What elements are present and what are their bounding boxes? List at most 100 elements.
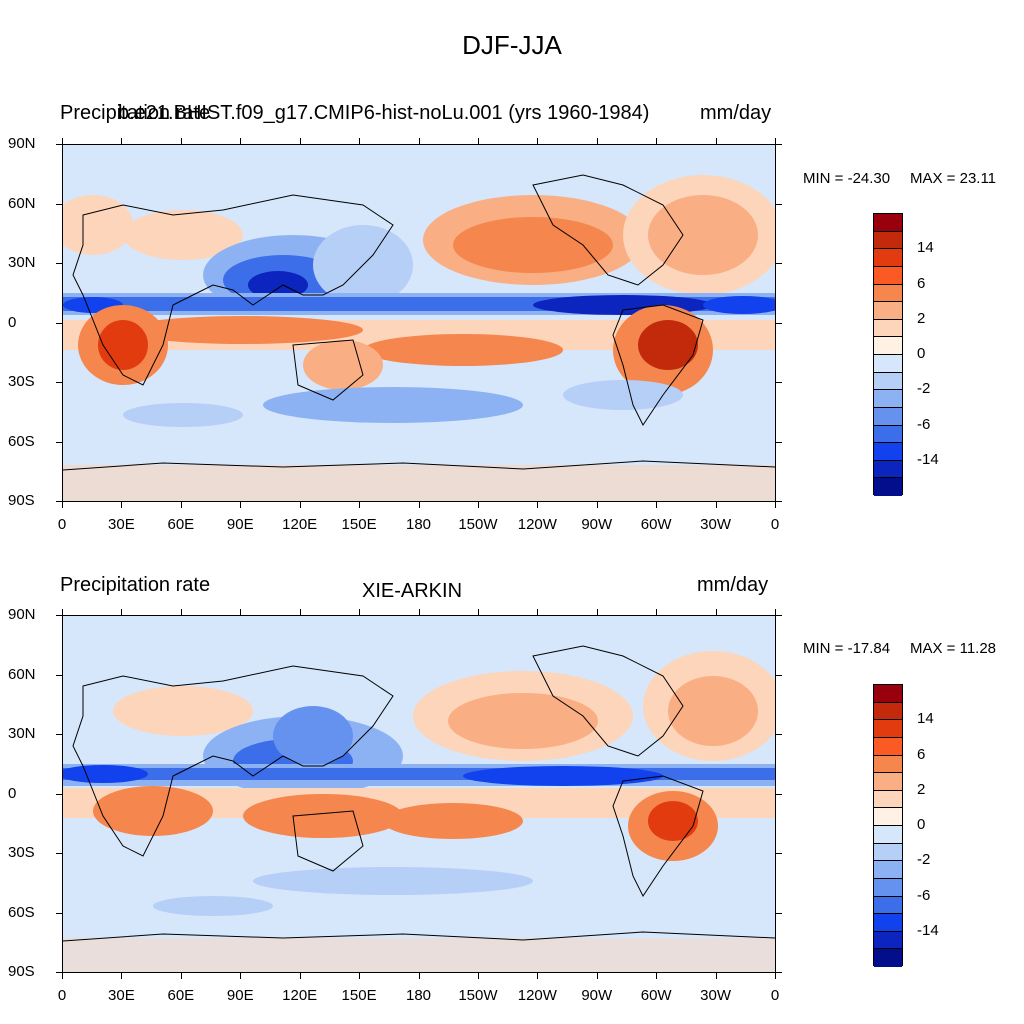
panel-1-lon-label: 120E xyxy=(282,516,318,533)
panel-2-lat-tick xyxy=(776,674,782,676)
panel-1-lon-tick xyxy=(359,502,361,508)
panel-2-lon-tick xyxy=(537,609,539,615)
panel-1-lon-tick xyxy=(359,138,361,144)
panel-1-lon-label: 0 xyxy=(57,516,67,533)
figure-title: DJF-JJA xyxy=(462,30,562,60)
panel-1-lon-label: 60W xyxy=(640,516,672,533)
panel-1-lon-label: 90E xyxy=(226,516,254,533)
panel-1-lat-tick xyxy=(776,144,782,145)
panel-2-colorbar-label: 14 xyxy=(917,710,934,728)
panel-1-lon-tick xyxy=(418,502,420,508)
panel-2-lat-label: 60S xyxy=(8,903,35,921)
panel-1-center-title: b.e21.BHIST.f09_g17.CMIP6-hist-noLu.001 … xyxy=(118,102,650,124)
panel-2-lon-tick xyxy=(180,973,182,979)
panel-1-colorbar-label: -14 xyxy=(917,450,939,468)
panel-1-lon-tick xyxy=(775,502,776,508)
panel-2-lat-tick xyxy=(776,853,782,854)
panel-2-lat-tick xyxy=(776,734,782,735)
panel-2-lon-tick xyxy=(121,973,123,979)
panel-1-lon-tick xyxy=(596,502,598,508)
panel-2-lat-tick xyxy=(56,853,62,854)
panel-2-lat-tick xyxy=(776,793,782,795)
panel-2-colorbar-segment xyxy=(874,702,902,721)
panel-2-colorbar xyxy=(873,684,903,967)
panel-1-lon-tick xyxy=(715,502,717,508)
panel-1-lon-tick xyxy=(299,138,301,144)
panel-2-lon-tick xyxy=(656,973,658,979)
panel-1-colorbar-segment xyxy=(874,249,902,267)
panel-1-lon-tick xyxy=(121,502,123,508)
panel-2-lon-tick xyxy=(596,973,598,979)
panel-1-lat-tick xyxy=(776,382,782,383)
panel-1-lon-tick xyxy=(121,138,123,144)
panel-2-lon-tick xyxy=(477,973,479,979)
panel-1-max: MAX = 23.11 xyxy=(910,170,997,187)
panel-2-lon-tick xyxy=(596,609,598,615)
panel-2-lon-tick xyxy=(299,609,301,615)
panel-2-lon-tick xyxy=(62,609,63,615)
panel-2-lon-tick xyxy=(418,973,420,979)
panel-2-lon-label: 150W xyxy=(458,987,498,1004)
panel-1-precip-field xyxy=(63,174,775,501)
panel-2-colorbar-label: -14 xyxy=(917,921,939,939)
panel-1-lat-tick xyxy=(56,263,62,264)
panel-1-left-title: Precipitation rate xyxy=(60,102,211,124)
panel-2-colorbar-segment xyxy=(874,790,902,809)
panel-2-colorbar-segment xyxy=(874,878,902,897)
panel-1-lat-tick xyxy=(56,322,62,324)
panel-1-lon-tick xyxy=(418,138,420,144)
panel-1-lon-tick xyxy=(477,502,479,508)
panel-1-colorbar-label: 14 xyxy=(917,239,934,257)
panel-2-map xyxy=(62,615,776,973)
panel-1-lat-tick xyxy=(776,441,782,443)
panel-2-lon-tick xyxy=(359,973,361,979)
panel-2-colorbar-segment xyxy=(874,896,902,915)
panel-2-lat-tick xyxy=(776,912,782,914)
panel-1-lon-label: 30W xyxy=(700,516,731,533)
panel-1-lon-label: 120W xyxy=(517,516,557,533)
panel-1-colorbar-segment xyxy=(874,460,902,479)
panel-1-lat-tick xyxy=(56,441,62,443)
panel-1-lat-label: 60S xyxy=(8,432,35,450)
panel-2-lon-label: 30E xyxy=(108,987,135,1004)
panel-1-lat-label: 90S xyxy=(8,492,35,509)
panel-2-lat-tick xyxy=(56,912,62,914)
panel-2-colorbar-segment xyxy=(874,931,902,950)
panel-1-lat-label: 90N xyxy=(8,135,36,152)
panel-1-colorbar-label: -2 xyxy=(917,380,931,398)
panel-1-colorbar-label: 6 xyxy=(917,274,926,292)
panel-2-lat-tick xyxy=(56,734,62,735)
panel-1-colorbar-segment xyxy=(874,284,902,303)
panel-1-colorbar-label: 0 xyxy=(917,345,926,362)
panel-2-max: MAX = 11.28 xyxy=(910,640,997,657)
panel-1-lat-label: 0 xyxy=(8,313,17,331)
panel-2-lon-label: 90E xyxy=(226,987,254,1004)
panel-2-colorbar-label: 0 xyxy=(917,816,926,833)
panel-2-lat-tick xyxy=(56,615,62,616)
panel-2-colorbar-segment xyxy=(874,861,902,879)
panel-2-lon-tick xyxy=(656,609,658,615)
panel-1-colorbar-segment xyxy=(874,372,902,391)
panel-2-lon-tick xyxy=(359,609,361,615)
panel-1-lon-tick xyxy=(62,502,63,508)
panel-2-lon-tick xyxy=(715,609,717,615)
panel-1-colorbar xyxy=(873,213,903,496)
panel-2-lon-tick xyxy=(121,609,123,615)
panel-1-colorbar-segment xyxy=(874,319,902,338)
panel-1-units: mm/day xyxy=(700,102,772,124)
panel-1-colorbar-segment xyxy=(874,231,902,250)
panel-1-colorbar-label: 2 xyxy=(917,309,926,327)
panel-1-lat-tick xyxy=(56,203,62,205)
panel-2-center-title: XIE-ARKIN xyxy=(362,580,463,602)
panel-1-lon-tick xyxy=(656,502,658,508)
panel-1-lon-tick xyxy=(477,138,479,144)
panel-2-lon-label: 180 xyxy=(405,987,432,1004)
panel-2-lat-label: 30S xyxy=(8,844,35,861)
panel-1-lon-tick xyxy=(62,138,63,144)
panel-1-lat-tick xyxy=(776,203,782,205)
panel-1-colorbar-segment xyxy=(874,407,902,426)
panel-2-lon-tick xyxy=(715,973,717,979)
panel-2-lon-tick xyxy=(180,609,182,615)
panel-1-lon-tick xyxy=(240,138,242,144)
panel-2-colorbar-segment xyxy=(874,685,902,703)
